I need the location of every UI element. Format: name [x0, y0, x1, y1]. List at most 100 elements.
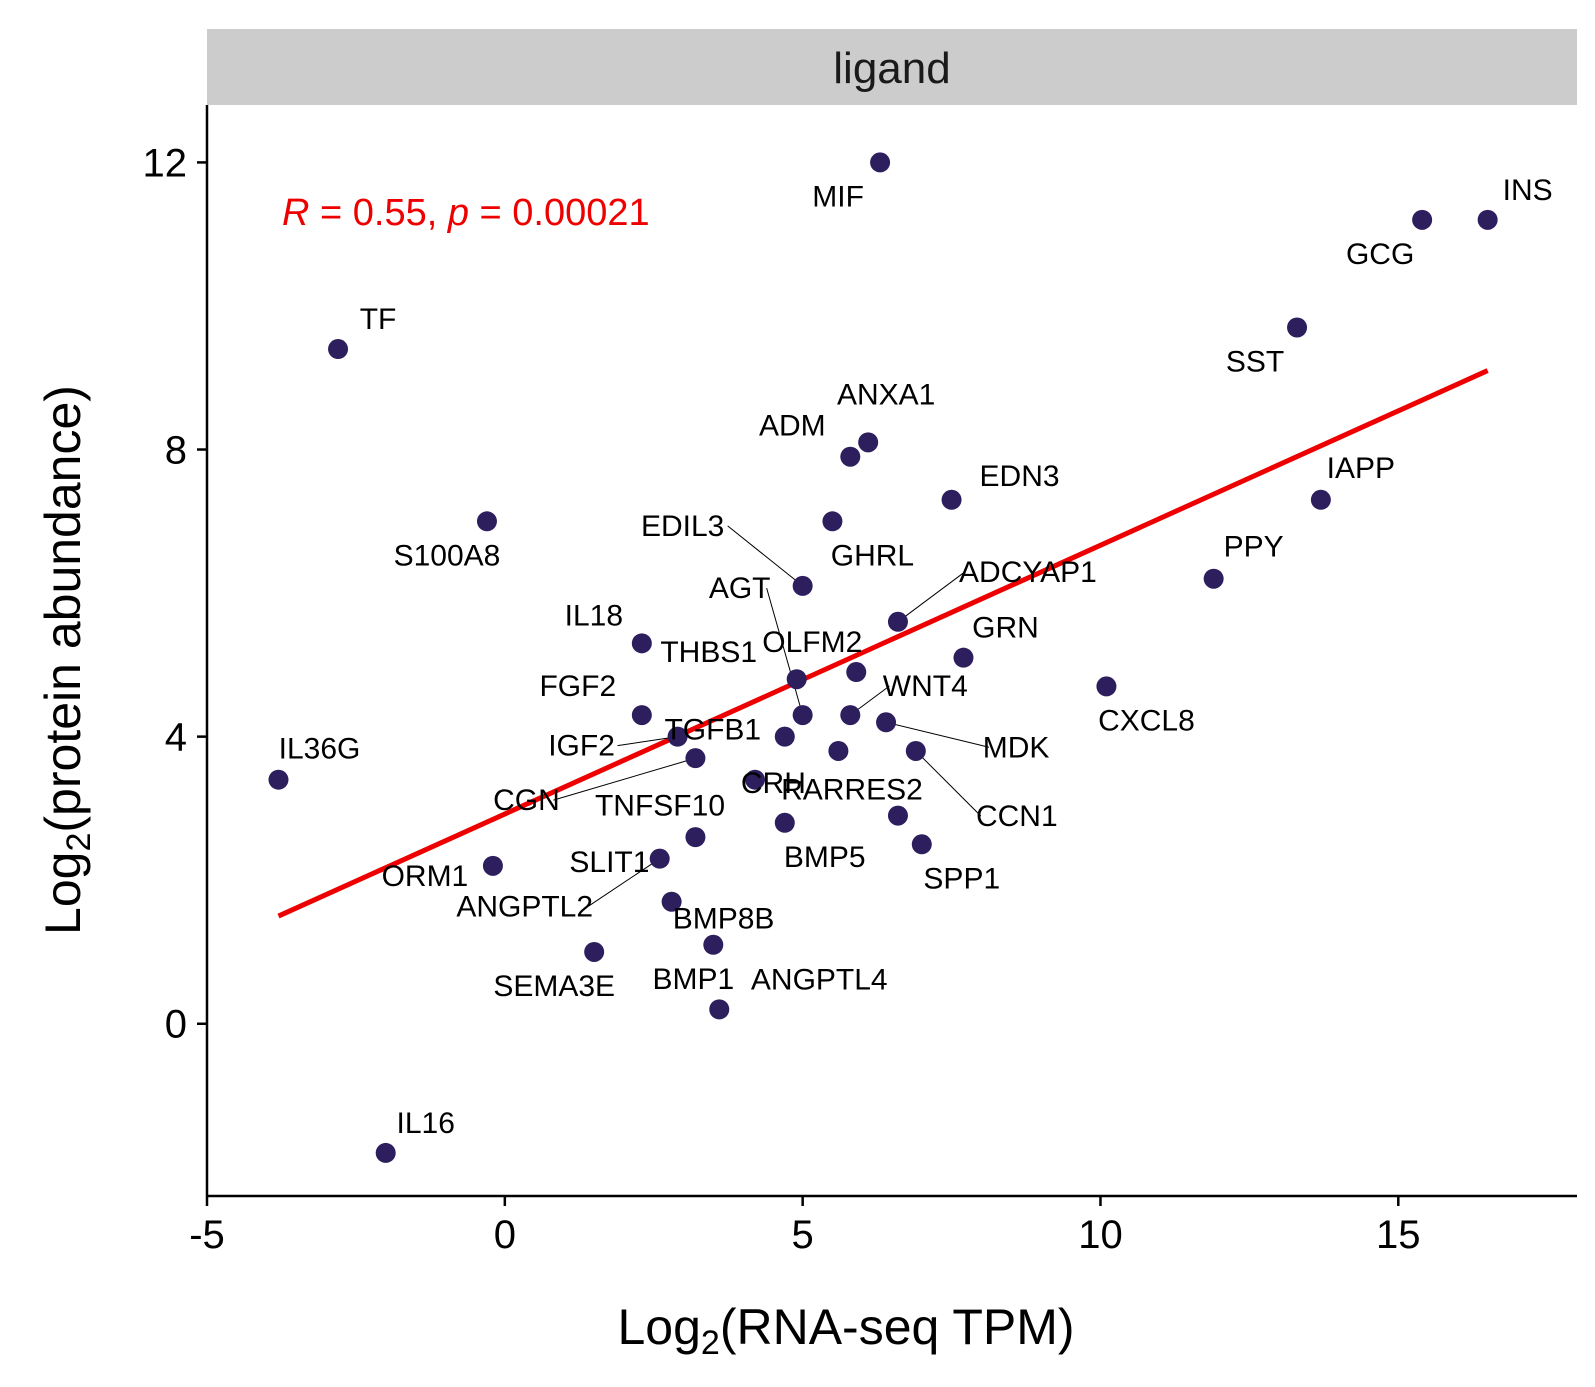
- data-point: [822, 511, 843, 532]
- data-point: [774, 726, 795, 747]
- data-point: [667, 726, 688, 747]
- point-label: TNFSF10: [595, 790, 725, 823]
- point-label: AGT: [709, 572, 771, 605]
- point-label: FGF2: [539, 670, 616, 703]
- leader-line: [915, 750, 982, 817]
- data-point: [482, 855, 503, 876]
- x-tick-label: 0: [494, 1213, 516, 1257]
- point-label: BMP1: [652, 963, 734, 996]
- y-tick-label: 4: [165, 716, 187, 760]
- data-point: [328, 339, 349, 360]
- point-label: IL16: [397, 1107, 455, 1140]
- data-point: [685, 827, 706, 848]
- point-label: EDN3: [980, 460, 1060, 493]
- point-label: GHRL: [831, 539, 914, 572]
- point-label: MIF: [812, 180, 864, 213]
- data-point: [1477, 209, 1498, 230]
- data-point: [846, 662, 867, 683]
- data-point: [840, 446, 861, 467]
- leader-line: [727, 525, 803, 587]
- point-label: ADM: [759, 410, 826, 443]
- point-label: IGF2: [548, 730, 615, 763]
- data-point: [375, 1142, 396, 1163]
- point-label: CRH: [741, 767, 806, 800]
- x-tick-label: 15: [1376, 1213, 1421, 1257]
- point-label: SST: [1226, 346, 1284, 379]
- data-point: [840, 705, 861, 726]
- point-label: CCN1: [976, 800, 1058, 833]
- y-tick-label: 0: [165, 1003, 187, 1047]
- data-point: [858, 432, 879, 453]
- data-point: [953, 647, 974, 668]
- point-label: TF: [360, 303, 397, 336]
- leader-line: [897, 571, 966, 623]
- point-label: INS: [1503, 174, 1553, 207]
- point-label: ORM1: [382, 860, 469, 893]
- x-tick-label: 10: [1078, 1213, 1123, 1257]
- data-point: [774, 812, 795, 833]
- point-label: ADCYAP1: [959, 556, 1097, 589]
- leader-line: [587, 858, 660, 908]
- point-label: SLIT1: [569, 846, 649, 879]
- data-point: [941, 489, 962, 510]
- x-tick-label: -5: [189, 1213, 225, 1257]
- data-point: [786, 669, 807, 690]
- data-point: [1096, 676, 1117, 697]
- point-label: IL18: [565, 599, 623, 632]
- point-label: RARRES2: [781, 774, 923, 807]
- x-tick-label: 5: [792, 1213, 814, 1257]
- data-point: [631, 633, 652, 654]
- leader-line: [617, 736, 678, 747]
- data-point: [1203, 568, 1224, 589]
- facet-strip: [207, 29, 1577, 105]
- point-label: GRN: [972, 612, 1039, 645]
- data-point: [709, 999, 730, 1020]
- y-axis-ticks: 0 4 8 12: [143, 141, 207, 1047]
- point-label: SPP1: [923, 862, 1000, 895]
- point-label: PPY: [1224, 531, 1284, 564]
- data-point: [745, 769, 765, 790]
- point-label: TGFB1: [664, 714, 761, 747]
- data-point: [1287, 317, 1308, 338]
- data-points: [268, 152, 1498, 1163]
- point-label: CXCL8: [1098, 704, 1195, 737]
- point-label: GCG: [1346, 238, 1414, 271]
- y-tick-label: 8: [165, 429, 187, 473]
- data-point: [828, 740, 849, 761]
- point-label: ANXA1: [837, 378, 935, 411]
- point-label: ANGPTL2: [456, 891, 593, 924]
- correlation-annotation: R = 0.55, p = 0.00021: [282, 192, 650, 234]
- data-point: [1412, 209, 1433, 230]
- point-label: CGN: [493, 784, 560, 817]
- label-leader-lines: [553, 525, 990, 908]
- data-point: [584, 941, 605, 962]
- data-point: [268, 769, 289, 790]
- data-point: [911, 834, 932, 855]
- point-label: IL36G: [279, 733, 361, 766]
- data-point: [876, 712, 897, 733]
- data-point: [792, 575, 813, 596]
- y-axis-title: Log2(protein abundance): [35, 385, 98, 935]
- leader-line: [766, 587, 804, 716]
- leader-line: [553, 757, 696, 801]
- regression-line: [277, 368, 1489, 919]
- data-point: [887, 805, 908, 826]
- data-point: [1310, 489, 1331, 510]
- data-point: [703, 934, 724, 955]
- point-label: BMP8B: [673, 903, 775, 936]
- point-label: WNT4: [883, 670, 968, 703]
- data-point: [905, 740, 926, 761]
- data-point: [685, 748, 706, 769]
- point-label: ANGPTL4: [751, 963, 888, 996]
- point-label: OLFM2: [762, 626, 862, 659]
- leader-line: [885, 721, 990, 748]
- data-point: [792, 705, 813, 726]
- point-label: BMP5: [784, 841, 866, 874]
- data-point: [887, 611, 908, 632]
- data-point: [649, 848, 670, 869]
- point-label: EDIL3: [641, 510, 724, 543]
- point-label: S100A8: [394, 539, 501, 572]
- point-label: IAPP: [1327, 452, 1395, 485]
- data-point: [631, 705, 652, 726]
